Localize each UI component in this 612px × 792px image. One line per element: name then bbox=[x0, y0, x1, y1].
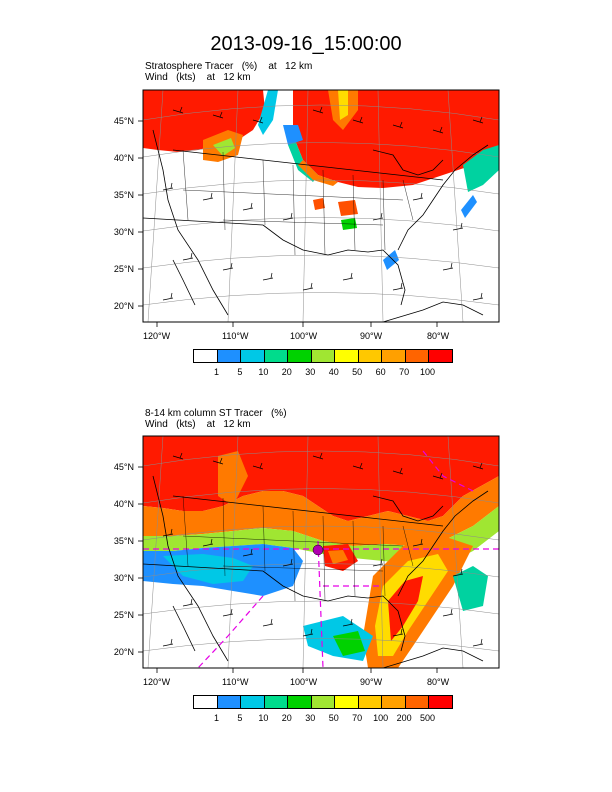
panel2-lat-label: 35°N bbox=[113, 536, 134, 546]
panel2-graticule bbox=[142, 435, 500, 669]
colorbar-swatch bbox=[311, 696, 336, 708]
colorbar-label: 1 bbox=[213, 713, 219, 723]
panel2-lat-label: 40°N bbox=[113, 499, 134, 509]
colorbar-label: 20 bbox=[281, 367, 292, 377]
colorbar-label: 50 bbox=[328, 713, 339, 723]
colorbar-swatch bbox=[382, 696, 406, 708]
panel1-lat-label: 20°N bbox=[113, 301, 134, 311]
panel2-dashed-lines bbox=[143, 450, 499, 669]
panel1-wind-barbs bbox=[162, 106, 484, 301]
colorbar-swatch bbox=[241, 696, 265, 708]
colorbar-swatch bbox=[217, 696, 242, 708]
figure-title: 2013-09-16_15:00:00 bbox=[210, 33, 402, 55]
colorbar-swatch bbox=[405, 350, 430, 362]
panel1-state-borders bbox=[182, 149, 414, 256]
panel2-lon-label: 90°W bbox=[360, 677, 383, 687]
colorbar-swatch bbox=[288, 350, 312, 362]
panel2-colorbar bbox=[193, 695, 453, 709]
panel2-map bbox=[138, 435, 500, 673]
panel2-coastlines bbox=[142, 475, 489, 669]
colorbar-label: 40 bbox=[328, 367, 339, 377]
panel2-lon-label: 80°W bbox=[427, 677, 450, 687]
colorbar-swatch bbox=[335, 696, 359, 708]
panel1-subtitle-line2: Wind (kts) at 12 km bbox=[145, 72, 251, 83]
colorbar-label: 50 bbox=[352, 367, 363, 377]
colorbar-label: 30 bbox=[305, 367, 316, 377]
panel2-lat-label: 20°N bbox=[113, 647, 134, 657]
colorbar-swatch bbox=[264, 350, 289, 362]
panel2-lon-label: 100°W bbox=[290, 677, 318, 687]
panel1-map bbox=[138, 89, 500, 327]
colorbar-swatch bbox=[429, 350, 453, 362]
panel1-lon-label: 100°W bbox=[290, 331, 318, 341]
colorbar-label: 100 bbox=[420, 367, 436, 377]
panel2-subtitle-line2: Wind (kts) at 12 km bbox=[145, 419, 251, 430]
colorbar-label: 30 bbox=[305, 713, 316, 723]
panel1-lat-label: 45°N bbox=[113, 116, 134, 126]
panel2-lat-label: 45°N bbox=[113, 462, 134, 472]
panel1-lat-label: 35°N bbox=[113, 190, 134, 200]
colorbar-swatch bbox=[194, 696, 218, 708]
colorbar-swatch bbox=[311, 350, 336, 362]
colorbar-label: 100 bbox=[373, 713, 389, 723]
panel2-colorbar-labels: 1 5 10 20 30 50 70 100 200 500 bbox=[193, 713, 451, 725]
colorbar-label: 20 bbox=[281, 713, 292, 723]
colorbar-label: 500 bbox=[420, 713, 436, 723]
colorbar-swatch bbox=[429, 696, 453, 708]
panel1-lon-label: 90°W bbox=[360, 331, 383, 341]
colorbar-swatch bbox=[335, 350, 359, 362]
panel1-colorbar bbox=[193, 349, 453, 363]
panel1-lon-label: 110°W bbox=[222, 331, 249, 341]
panel1-lon-label: 120°W bbox=[143, 331, 171, 341]
panel1-lat-label: 25°N bbox=[113, 264, 134, 274]
colorbar-swatch bbox=[217, 350, 242, 362]
panel1-subtitle-line1: Stratosphere Tracer (%) at 12 km bbox=[145, 61, 313, 72]
panel2-lon-label: 110°W bbox=[222, 677, 249, 687]
panel2-lat-label: 25°N bbox=[113, 610, 134, 620]
colorbar-swatch bbox=[194, 350, 218, 362]
colorbar-label: 200 bbox=[396, 713, 412, 723]
colorbar-label: 70 bbox=[352, 713, 363, 723]
panel2-lat-label: 30°N bbox=[113, 573, 134, 583]
panel2-state-borders bbox=[182, 495, 414, 602]
colorbar-swatch bbox=[288, 696, 312, 708]
colorbar-label: 10 bbox=[258, 713, 269, 723]
colorbar-label: 1 bbox=[213, 367, 219, 377]
colorbar-swatch bbox=[264, 696, 289, 708]
panel1-ticks bbox=[138, 120, 438, 327]
panel1-lon-label: 80°W bbox=[427, 331, 450, 341]
panel2-lon-label: 120°W bbox=[143, 677, 171, 687]
colorbar-label: 5 bbox=[237, 713, 243, 723]
panel1-coastlines bbox=[142, 129, 489, 323]
panel2-ticks bbox=[138, 466, 438, 673]
panel1-colorbar-labels: 1 5 10 20 30 40 50 60 70 100 bbox=[193, 367, 451, 379]
colorbar-label: 5 bbox=[237, 367, 243, 377]
colorbar-swatch bbox=[358, 350, 383, 362]
panel2-wind-barbs bbox=[162, 452, 484, 647]
colorbar-swatch bbox=[241, 350, 265, 362]
colorbar-label: 10 bbox=[258, 367, 269, 377]
colorbar-swatch bbox=[405, 696, 430, 708]
colorbar-label: 70 bbox=[399, 367, 410, 377]
panel1-lat-label: 40°N bbox=[113, 153, 134, 163]
panel2-subtitle-line1: 8-14 km column ST Tracer (%) bbox=[145, 408, 287, 419]
colorbar-label: 60 bbox=[375, 367, 386, 377]
panel1-graticule bbox=[142, 89, 500, 323]
panel1-lat-label: 30°N bbox=[113, 227, 134, 237]
colorbar-swatch bbox=[382, 350, 406, 362]
colorbar-swatch bbox=[358, 696, 383, 708]
